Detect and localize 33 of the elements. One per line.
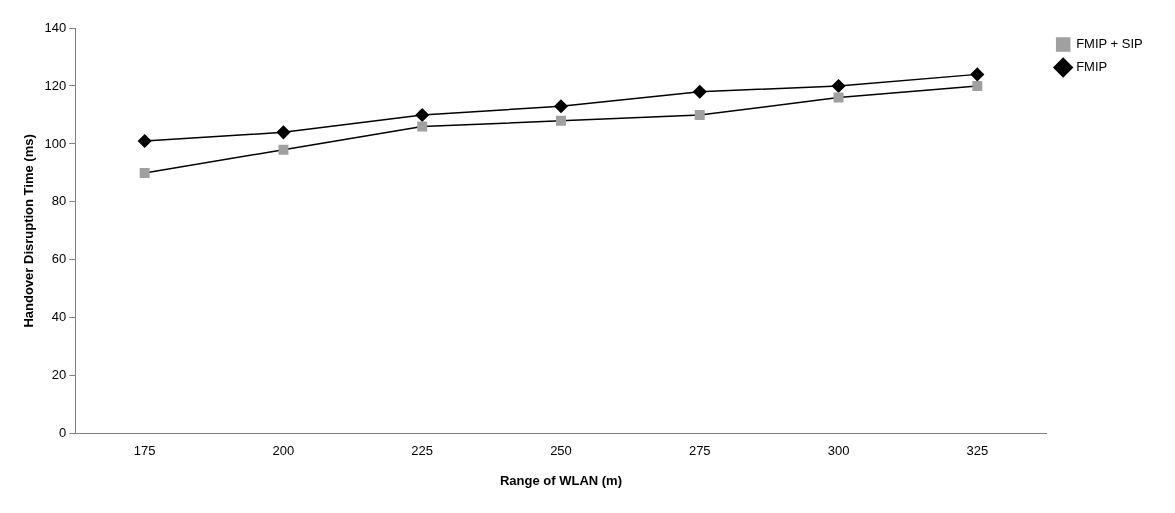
point (694, 109, 705, 120)
point (415, 108, 429, 122)
y-tick-label: 20 (51, 367, 67, 383)
point (554, 99, 568, 114)
y-tick-label: 60 (51, 251, 67, 267)
y-tick-label: 0 (59, 425, 67, 441)
y-tick-label: 40 (51, 309, 67, 325)
point (137, 134, 152, 148)
x-tick-label: 325 (966, 443, 989, 459)
point (276, 125, 291, 140)
y-axis-title: Handover Disruption Time (ms) (21, 134, 37, 328)
x-tick-label: 250 (550, 443, 572, 459)
point (139, 167, 150, 178)
x-tick-label: 200 (272, 443, 295, 459)
point (831, 79, 846, 93)
x-tick-label: 175 (133, 443, 156, 459)
point (833, 92, 844, 103)
point (693, 85, 707, 99)
point (972, 80, 983, 91)
point (417, 121, 428, 132)
x-tick-label: 225 (411, 443, 434, 459)
point (278, 144, 289, 155)
y-tick-label: 140 (44, 19, 67, 35)
point (555, 115, 566, 126)
x-axis-title: Range of WLAN (m) (499, 472, 623, 488)
y-tick-label: 80 (51, 193, 67, 209)
legend-label: FMIP + SIP (1076, 36, 1143, 52)
point (970, 67, 985, 82)
x-tick-label: 275 (688, 443, 711, 459)
y-tick-label: 100 (44, 135, 67, 151)
y-tick-label: 120 (44, 77, 67, 93)
x-tick-label: 300 (827, 443, 850, 459)
legend-label: FMIP (1076, 59, 1108, 75)
